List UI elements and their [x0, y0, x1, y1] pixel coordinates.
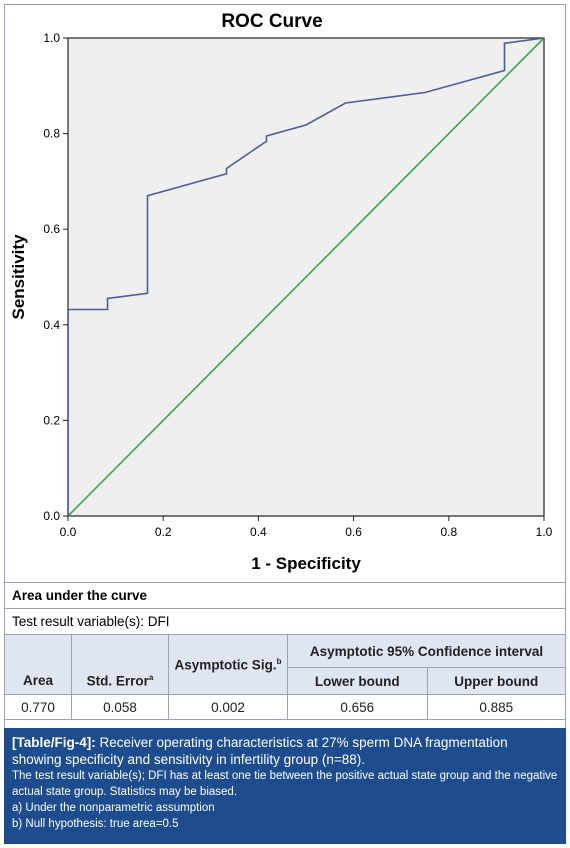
x-tick-label: 0.0: [60, 525, 77, 539]
lower-bound-value: 0.656: [287, 694, 428, 720]
col-std-error-header: Std. Errora: [71, 634, 169, 695]
y-tick-label: 1.0: [43, 31, 60, 45]
x-tick-label: 0.8: [440, 525, 457, 539]
roc-curve-line: [67, 37, 545, 516]
caption-lead: [Table/Fig-4]: Receiver operating charac…: [12, 734, 558, 768]
caption-note: The test result variable(s); DFI has at …: [12, 770, 558, 798]
reference-diagonal-line: [67, 37, 545, 517]
x-axis-label: 1 - Specificity: [251, 554, 361, 573]
y-tick-label: 0.2: [43, 413, 60, 427]
y-axis-label: Sensitivity: [9, 234, 28, 320]
roc-chart: ROC Curve 0.0 0.2 0.4 0.6 0.8 1.0 0.0 0.2 0.4 0.6…: [9, 11, 553, 573]
figure-caption: [Table/Fig-4]: Receiver operating charac…: [4, 728, 566, 844]
caption-footnote-b: b) Null hypothesis: true area=0.5: [12, 818, 179, 830]
std-error-value: 0.058: [71, 694, 169, 720]
col-area-header: Area: [4, 634, 72, 695]
x-tick-label: 0.2: [155, 525, 172, 539]
x-tick-label: 1.0: [536, 525, 553, 539]
caption-text: Receiver operating characteristics at 27…: [12, 735, 508, 767]
col-lower-header: Lower bound: [287, 667, 428, 695]
auc-table-section: Area under the curve Test result variabl…: [4, 582, 567, 720]
auc-heading: Area under the curve: [4, 582, 566, 608]
y-tick-label: 0.4: [43, 318, 60, 332]
x-tick-label: 0.4: [250, 525, 267, 539]
area-value: 0.770: [4, 694, 72, 720]
upper-bound-value: 0.885: [426, 694, 567, 720]
col-upper-header: Upper bound: [426, 667, 567, 695]
sig-value: 0.002: [168, 694, 288, 720]
auc-table: Area Std. Errora Asymptotic Sig.b Asympt…: [4, 634, 567, 720]
caption-footnote-a: a) Under the nonparametric assumption: [12, 802, 215, 814]
y-tick-label: 0.6: [43, 222, 60, 236]
y-tick-label: 0.8: [43, 127, 60, 141]
caption-label: [Table/Fig-4]:: [12, 735, 96, 750]
y-tick-label: 0.0: [43, 509, 60, 523]
test-variable-text: Test result variable(s): DFI: [4, 608, 566, 634]
x-tick-label: 0.6: [345, 525, 362, 539]
chart-title: ROC Curve: [221, 11, 322, 32]
col-ci-header: Asymptotic 95% Confidence interval: [287, 634, 566, 668]
col-sig-header: Asymptotic Sig.b: [168, 634, 288, 695]
